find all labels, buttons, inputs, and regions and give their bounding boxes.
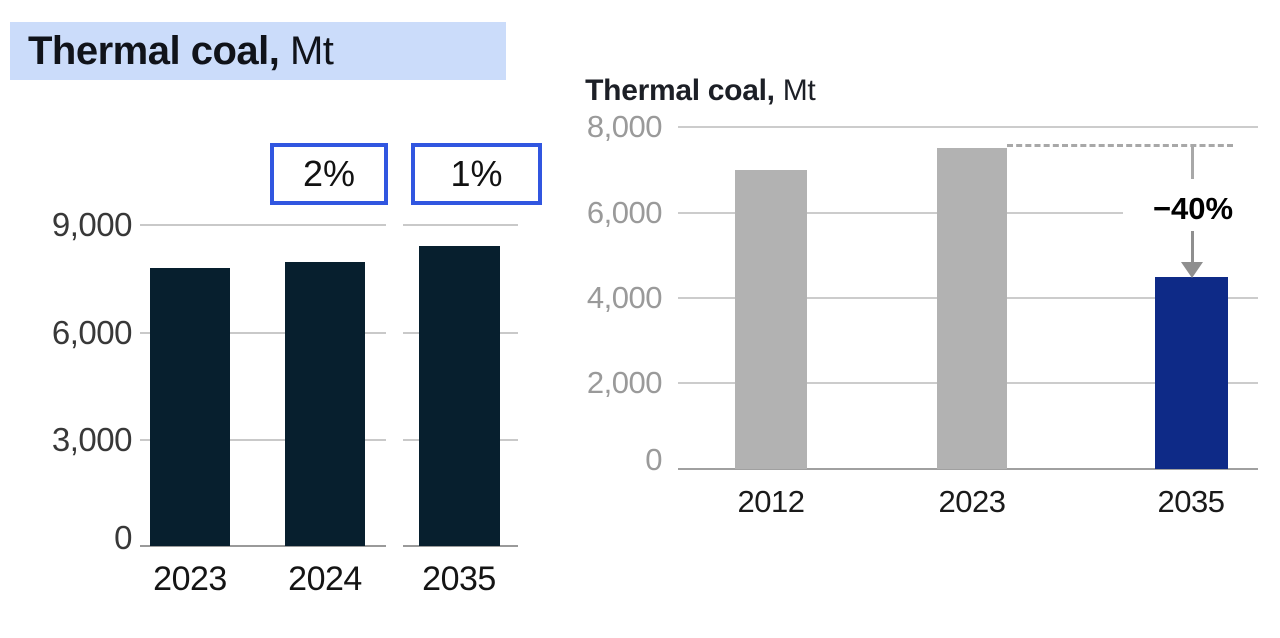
y-tick-label: 3,000 <box>51 421 133 458</box>
right-bars-layer <box>0 127 1280 469</box>
x-tick-label: 2035 <box>422 560 496 598</box>
left-chart-title-text: Thermal coal, <box>28 28 280 73</box>
growth-annotation-label: 2% <box>302 153 356 194</box>
gridline <box>140 439 386 441</box>
x-tick-label: 2023 <box>153 560 227 598</box>
arrow-connector-line <box>1191 147 1194 179</box>
y-tick-label: 0 <box>114 519 132 556</box>
bar-2023 <box>937 148 1007 469</box>
down-arrow-head-icon <box>1181 262 1203 278</box>
x-tick-label: 2023 <box>938 484 1006 519</box>
y-tick-label: 6,000 <box>586 195 663 230</box>
bar-2024 <box>285 262 365 546</box>
y-tick-label: 4,000 <box>586 280 663 315</box>
left-chart-title: Thermal coal, Mt <box>10 22 506 80</box>
growth-annotation-box-2035: 1% <box>411 143 542 205</box>
left-bars-layer <box>0 225 545 546</box>
x-axis-baseline <box>678 468 1258 470</box>
gridline <box>678 126 1258 128</box>
gridline <box>140 332 386 334</box>
right-chart-title-unit: Mt <box>774 74 816 107</box>
x-axis-baseline <box>140 545 386 547</box>
gridline <box>140 224 386 226</box>
gridline <box>403 224 518 226</box>
right-chart-title-text: Thermal coal, <box>585 74 775 107</box>
bar-2012 <box>735 170 807 469</box>
x-tick-label: 2012 <box>737 484 805 519</box>
bar-2035 <box>1155 277 1228 469</box>
x-tick-label: 2035 <box>1157 484 1225 519</box>
x-axis-baseline <box>403 545 518 547</box>
growth-annotation-box-2024: 2% <box>270 143 388 205</box>
y-tick-label: 0 <box>645 442 662 477</box>
bar-2023 <box>150 268 230 546</box>
bar-2035 <box>419 246 500 546</box>
y-tick-label: 2,000 <box>586 365 663 400</box>
y-tick-label: 8,000 <box>586 109 663 144</box>
reference-dashed-line <box>1007 144 1233 147</box>
y-tick-label: 6,000 <box>51 314 133 351</box>
growth-annotation-label: 1% <box>450 153 503 194</box>
y-tick-label: 9,000 <box>51 206 133 243</box>
right-chart-title: Thermal coal, Mt <box>553 40 816 142</box>
left-chart-title-unit: Mt <box>279 28 334 73</box>
down-arrow-shaft <box>1191 231 1194 264</box>
decline-label: −40% <box>1123 192 1263 226</box>
x-tick-label: 2024 <box>288 560 362 598</box>
